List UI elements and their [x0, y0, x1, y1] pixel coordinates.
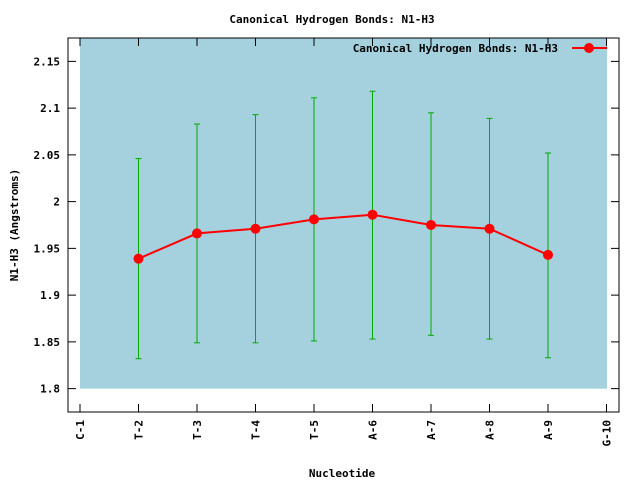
x-tick-label: G-10 [601, 420, 614, 447]
y-tick-label: 2 [53, 196, 60, 209]
y-tick-label: 2.1 [40, 102, 60, 115]
chart-title: Canonical Hydrogen Bonds: N1-H3 [229, 13, 434, 26]
x-tick-label: T-4 [250, 420, 263, 440]
y-axis-label: N1-H3 (Angstroms) [8, 169, 21, 282]
y-tick-label: 1.9 [40, 289, 60, 302]
legend-label: Canonical Hydrogen Bonds: N1-H3 [353, 42, 558, 55]
x-axis-label: Nucleotide [309, 467, 376, 480]
x-tick-label: A-7 [425, 420, 438, 440]
plot-frame [67, 37, 620, 413]
data-point [484, 223, 495, 234]
x-tick-label: T-3 [191, 420, 204, 440]
data-point [367, 209, 378, 220]
series-line [138, 213, 549, 260]
legend-marker [584, 43, 594, 53]
x-tick-label: A-6 [367, 420, 380, 440]
axes-layer: 1.8 1.85 1.9 1.95 2 2.05 2.1 2.15 C-1 T-2 T-3 T-4 T-… [34, 37, 620, 447]
data-point [250, 223, 261, 234]
x-tick-label: A-9 [542, 420, 555, 440]
y-tick-label: 1.8 [40, 383, 60, 396]
y-tick-label: 1.95 [34, 242, 61, 255]
data-point [426, 220, 436, 230]
shaded-band [80, 38, 607, 389]
series-layer [133, 209, 553, 264]
x-tick-label: A-8 [484, 420, 497, 440]
data-point [133, 253, 144, 264]
y-tick-label: 2.05 [34, 149, 61, 162]
legend: Canonical Hydrogen Bonds: N1-H3 [353, 42, 607, 55]
data-point [192, 228, 202, 239]
y-tick-label: 2.15 [34, 55, 61, 68]
y-tick-label: 1.85 [34, 336, 61, 349]
x-tick-label: T-5 [308, 420, 321, 440]
x-tick-label: C-1 [74, 420, 87, 440]
x-tick-label: T-2 [133, 420, 146, 440]
data-point [309, 214, 319, 225]
data-point [543, 249, 553, 260]
shaded-band-layer [80, 38, 607, 389]
